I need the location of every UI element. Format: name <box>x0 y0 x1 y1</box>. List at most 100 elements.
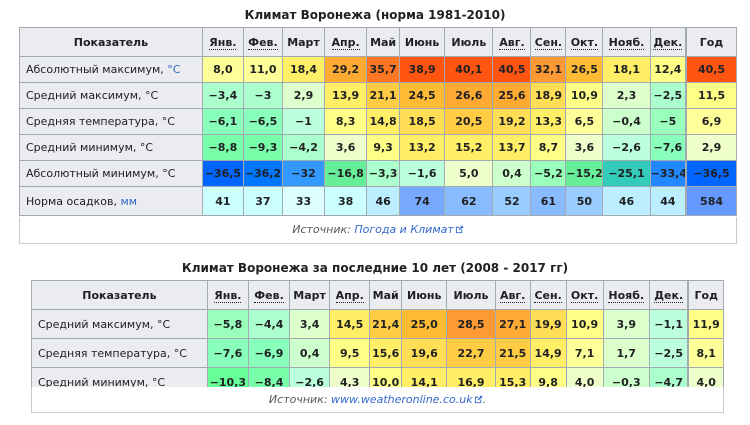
month-header[interactable]: Авг. <box>494 280 531 310</box>
value-cell: −5,2 <box>530 160 567 187</box>
value-cell: 15,6 <box>369 338 403 368</box>
external-link-icon <box>455 225 463 234</box>
value-cell: 19,2 <box>492 108 532 135</box>
value-cell: 8,3 <box>324 108 368 135</box>
value-cell: −32 <box>281 160 326 187</box>
source-link-weatheronline[interactable]: www.weatheronline.co.uk <box>331 393 483 406</box>
value-cell: −8,8 <box>201 134 244 161</box>
month-header[interactable]: Янв. <box>201 27 244 57</box>
table-row: Норма осадков, мм 41 37 33 38 46 74 62 52 61 50 46 4… <box>19 186 738 216</box>
year-value-cell: 8,1 <box>687 338 725 368</box>
table1-source: Источник: Погода и Климат <box>19 217 737 244</box>
value-cell: 28,5 <box>446 309 496 339</box>
value-cell: 2,3 <box>602 82 651 109</box>
value-cell: −15,2 <box>565 160 604 187</box>
value-cell: 26,5 <box>565 56 604 83</box>
month-header: Июнь <box>401 280 448 310</box>
indicator-header: Показатель <box>31 280 208 310</box>
value-cell: 18,1 <box>602 56 651 83</box>
value-cell: 6,5 <box>565 108 604 135</box>
value-cell: −33,4 <box>649 160 687 187</box>
month-header[interactable]: Окт. <box>565 27 604 57</box>
value-cell: −6,1 <box>201 108 244 135</box>
value-cell: 0,4 <box>289 338 331 368</box>
value-cell: −3,3 <box>366 160 401 187</box>
month-header[interactable]: Дек. <box>649 27 687 57</box>
value-cell: 7,1 <box>565 338 604 368</box>
month-header[interactable]: Сен. <box>529 280 567 310</box>
year-value-cell: 2,9 <box>685 134 738 161</box>
value-cell: −25,1 <box>602 160 651 187</box>
unit-link[interactable]: мм <box>120 194 138 208</box>
value-cell: 12,4 <box>649 56 687 83</box>
month-header[interactable]: Авг. <box>492 27 532 57</box>
table-header-row: Показатель Янв. Фев. Март Апр. Май Июнь … <box>19 27 738 57</box>
month-header: Март <box>281 27 326 57</box>
value-cell: 9,3 <box>366 134 401 161</box>
table-row: Средний максимум, °C −5,8 −4,4 3,4 14,5 21,4 2… <box>31 309 725 339</box>
source-prefix: Источник: <box>268 393 332 406</box>
year-value-cell: 6,9 <box>685 108 738 135</box>
month-header[interactable]: Фев. <box>247 280 291 310</box>
value-cell: 10,9 <box>565 309 604 339</box>
value-cell: 41 <box>201 186 244 216</box>
value-cell: −6,5 <box>242 108 283 135</box>
value-cell: 62 <box>444 186 494 216</box>
value-cell: 20,5 <box>444 108 494 135</box>
value-cell: −7,6 <box>649 134 687 161</box>
value-cell: 21,1 <box>366 82 401 109</box>
value-cell: −9,3 <box>242 134 283 161</box>
month-header: Июнь <box>399 27 446 57</box>
value-cell: 22,7 <box>446 338 496 368</box>
month-header: Май <box>369 280 403 310</box>
month-header[interactable]: Янв. <box>206 280 249 310</box>
table-row: Средний минимум, °C −8,8 −9,3 −4,2 3,6 9,3 13,… <box>19 134 738 161</box>
value-cell: 37 <box>242 186 283 216</box>
value-cell: −1,1 <box>648 309 689 339</box>
value-cell: 24,5 <box>399 82 446 109</box>
value-cell: 13,7 <box>492 134 532 161</box>
month-header[interactable]: Окт. <box>565 280 604 310</box>
value-cell: 46 <box>366 186 401 216</box>
value-cell: −3 <box>242 82 283 109</box>
value-cell: 8,7 <box>530 134 567 161</box>
month-header[interactable]: Фев. <box>242 27 283 57</box>
month-header[interactable]: Апр. <box>324 27 368 57</box>
year-value-cell: −36,5 <box>685 160 738 187</box>
row-label: Средний минимум, °C <box>19 134 203 161</box>
table-row: Средний максимум, °C −3,4 −3 2,9 13,9 21,1 24,… <box>19 82 738 109</box>
value-cell: −0,4 <box>602 108 651 135</box>
value-cell: 15,2 <box>444 134 494 161</box>
value-cell: 25,6 <box>492 82 532 109</box>
table-row: Средняя температура, °C −6,1 −6,5 −1 8,3 14,8… <box>19 108 738 135</box>
value-cell: −4,2 <box>281 134 326 161</box>
month-header[interactable]: Нояб. <box>602 27 651 57</box>
source-suffix: . <box>482 393 487 406</box>
value-cell: 21,5 <box>494 338 531 368</box>
month-header: Июль <box>444 27 494 57</box>
value-cell: −5,8 <box>206 309 249 339</box>
month-header[interactable]: Нояб. <box>602 280 650 310</box>
value-cell: −2,5 <box>649 82 687 109</box>
value-cell: 18,5 <box>399 108 446 135</box>
month-header: Июль <box>446 280 496 310</box>
value-cell: 25,0 <box>401 309 448 339</box>
table1-caption: Климат Воронежа (норма 1981-2010) <box>244 8 506 22</box>
table-header-row: Показатель Янв. Фев. Март Апр. Май Июнь … <box>31 280 725 310</box>
value-cell: 52 <box>492 186 532 216</box>
value-cell: −36,2 <box>242 160 283 187</box>
unit-link[interactable]: °C <box>167 63 181 76</box>
month-header[interactable]: Сен. <box>530 27 567 57</box>
month-header[interactable]: Апр. <box>329 280 371 310</box>
value-cell: 40,5 <box>492 56 532 83</box>
value-cell: 14,8 <box>366 108 401 135</box>
value-cell: 3,4 <box>289 309 331 339</box>
value-cell: 11,0 <box>242 56 283 83</box>
value-cell: 19,9 <box>529 309 567 339</box>
value-cell: 40,1 <box>444 56 494 83</box>
source-link-pogoda-i-klimat[interactable]: Погода и Климат <box>354 223 463 236</box>
row-label: Средний максимум, °C <box>31 309 208 339</box>
month-header[interactable]: Дек. <box>648 280 689 310</box>
value-cell: 46 <box>602 186 651 216</box>
value-cell: −1 <box>281 108 326 135</box>
